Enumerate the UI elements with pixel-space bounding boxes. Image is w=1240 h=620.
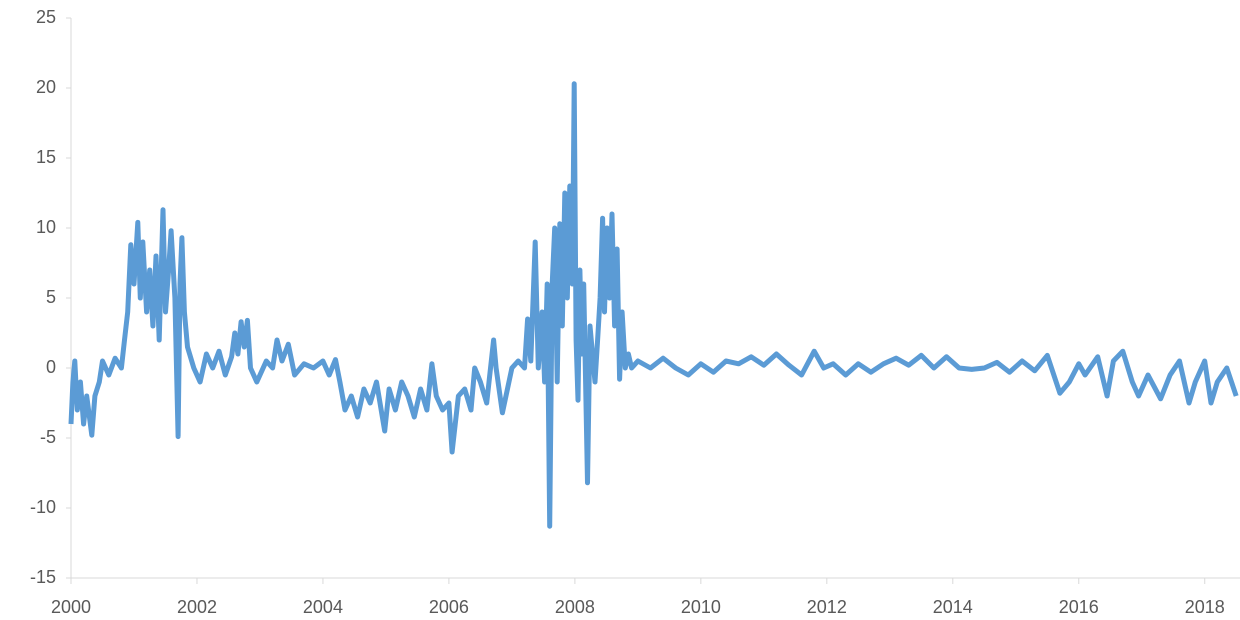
x-tick-label: 2002 [177,597,217,617]
x-tick-label: 2018 [1185,597,1225,617]
y-tick-label: -10 [30,497,56,517]
x-tick-label: 2016 [1059,597,1099,617]
x-tick-label: 2010 [681,597,721,617]
x-tick-label: 2008 [555,597,595,617]
y-tick-label: 15 [36,147,56,167]
y-tick-label: 5 [46,287,56,307]
x-tick-label: 2014 [933,597,973,617]
y-tick-label: 10 [36,217,56,237]
x-tick-label: 2000 [51,597,91,617]
y-tick-label: -5 [40,427,56,447]
x-tick-label: 2004 [303,597,343,617]
x-tick-label: 2012 [807,597,847,617]
y-tick-label: 20 [36,77,56,97]
x-tick-label: 2006 [429,597,469,617]
series-line [68,81,1239,529]
y-tick-label: -15 [30,567,56,587]
y-tick-label: 0 [46,357,56,377]
y-tick-label: 25 [36,7,56,27]
